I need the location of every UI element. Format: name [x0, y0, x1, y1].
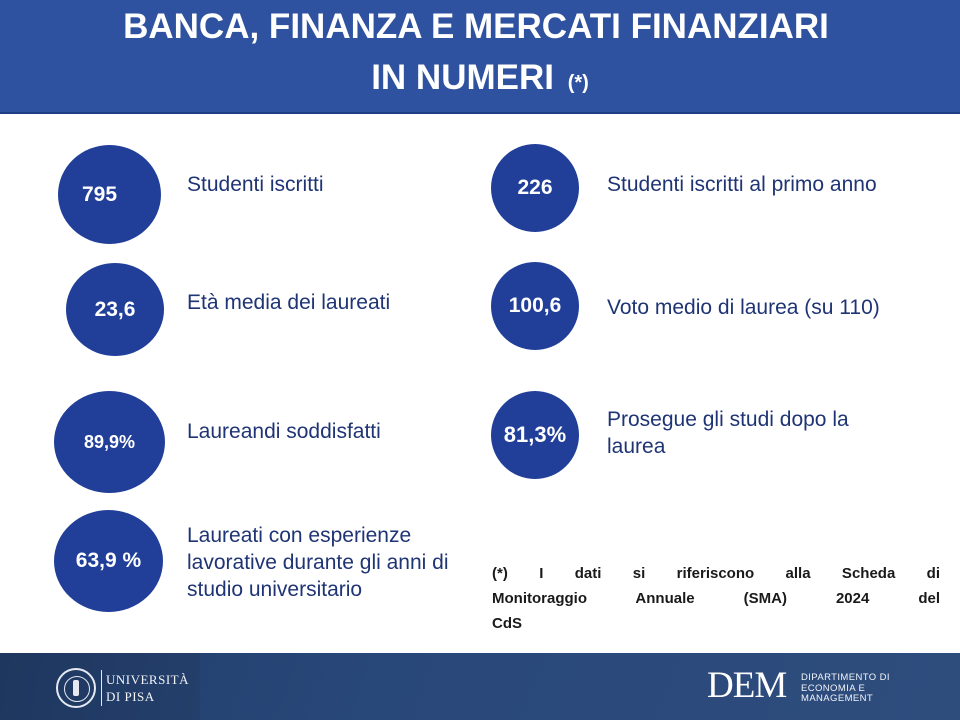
stat-value-enrolled: 795 — [82, 182, 118, 206]
stat-value-work-experience: 63,9 % — [75, 549, 142, 572]
stat-circle-work-experience: 63,9 % — [54, 510, 163, 612]
university-name-line2: DI PISA — [106, 689, 155, 704]
university-name-line1: UNIVERSITÀ — [106, 672, 189, 687]
stat-label-enrolled: Studenti iscritti — [187, 173, 324, 196]
stat-circle-average-grade: 100,6 — [491, 262, 579, 350]
page-title-line2-text: IN NUMERI — [371, 58, 554, 97]
stat-label-continue-studies: Prosegue gli studi dopo la laurea — [607, 408, 849, 458]
header-banner: BANCA, FINANZA E MERCATI FINANZIARI IN N… — [0, 0, 960, 114]
dem-logo: DEM — [707, 665, 787, 706]
stat-circle-enrolled: 795 — [58, 145, 161, 244]
footer-bar — [0, 653, 960, 720]
stat-circle-continue-studies: 81,3% — [491, 391, 579, 479]
university-logo: UNIVERSITÀ DI PISA — [106, 671, 189, 705]
stat-value-first-year: 226 — [517, 176, 553, 199]
footnote-line3: CdS — [492, 615, 522, 632]
stat-value-continue-studies: 81,3% — [503, 422, 567, 447]
footnote-line2: Monitoraggio Annuale (SMA) 2024 del — [492, 590, 940, 607]
dem-name-line1: DIPARTIMENTO DI — [801, 672, 890, 683]
stat-value-average-grade: 100,6 — [508, 294, 562, 317]
university-seal-icon — [56, 668, 96, 708]
stat-value-average-age: 23,6 — [94, 297, 136, 321]
dem-name-line3: MANAGEMENT — [801, 693, 874, 704]
footnote-mark: (*) — [567, 72, 589, 94]
footnote-line1: (*) I dati si riferiscono alla Scheda di — [492, 565, 940, 582]
stat-label-satisfied: Laureandi soddisfatti — [187, 420, 381, 443]
stat-label-work-experience: Laureati con esperienze lavorative duran… — [187, 524, 449, 601]
university-logo-divider — [101, 670, 102, 706]
stat-circle-first-year: 226 — [491, 144, 579, 232]
page-title-line2: IN NUMERI (*) — [0, 58, 960, 103]
dem-department-name: DIPARTIMENTO DI ECONOMIA E MANAGEMENT — [801, 672, 890, 705]
footnote: (*) I dati si riferiscono alla Scheda di… — [492, 561, 940, 636]
stat-label-average-grade: Voto medio di laurea (su 110) — [607, 296, 880, 319]
stat-label-average-age: Età media dei laureati — [187, 291, 391, 314]
page-title-line1: BANCA, FINANZA E MERCATI FINANZIARI — [123, 7, 829, 46]
stat-circle-satisfied: 89,9% — [54, 391, 165, 493]
stat-circle-average-age: 23,6 — [66, 263, 164, 356]
stat-value-satisfied: 89,9% — [83, 431, 136, 452]
stat-label-first-year: Studenti iscritti al primo anno — [607, 173, 877, 196]
dem-name-line2: ECONOMIA E — [801, 682, 866, 694]
footer-left-panel — [0, 653, 200, 720]
